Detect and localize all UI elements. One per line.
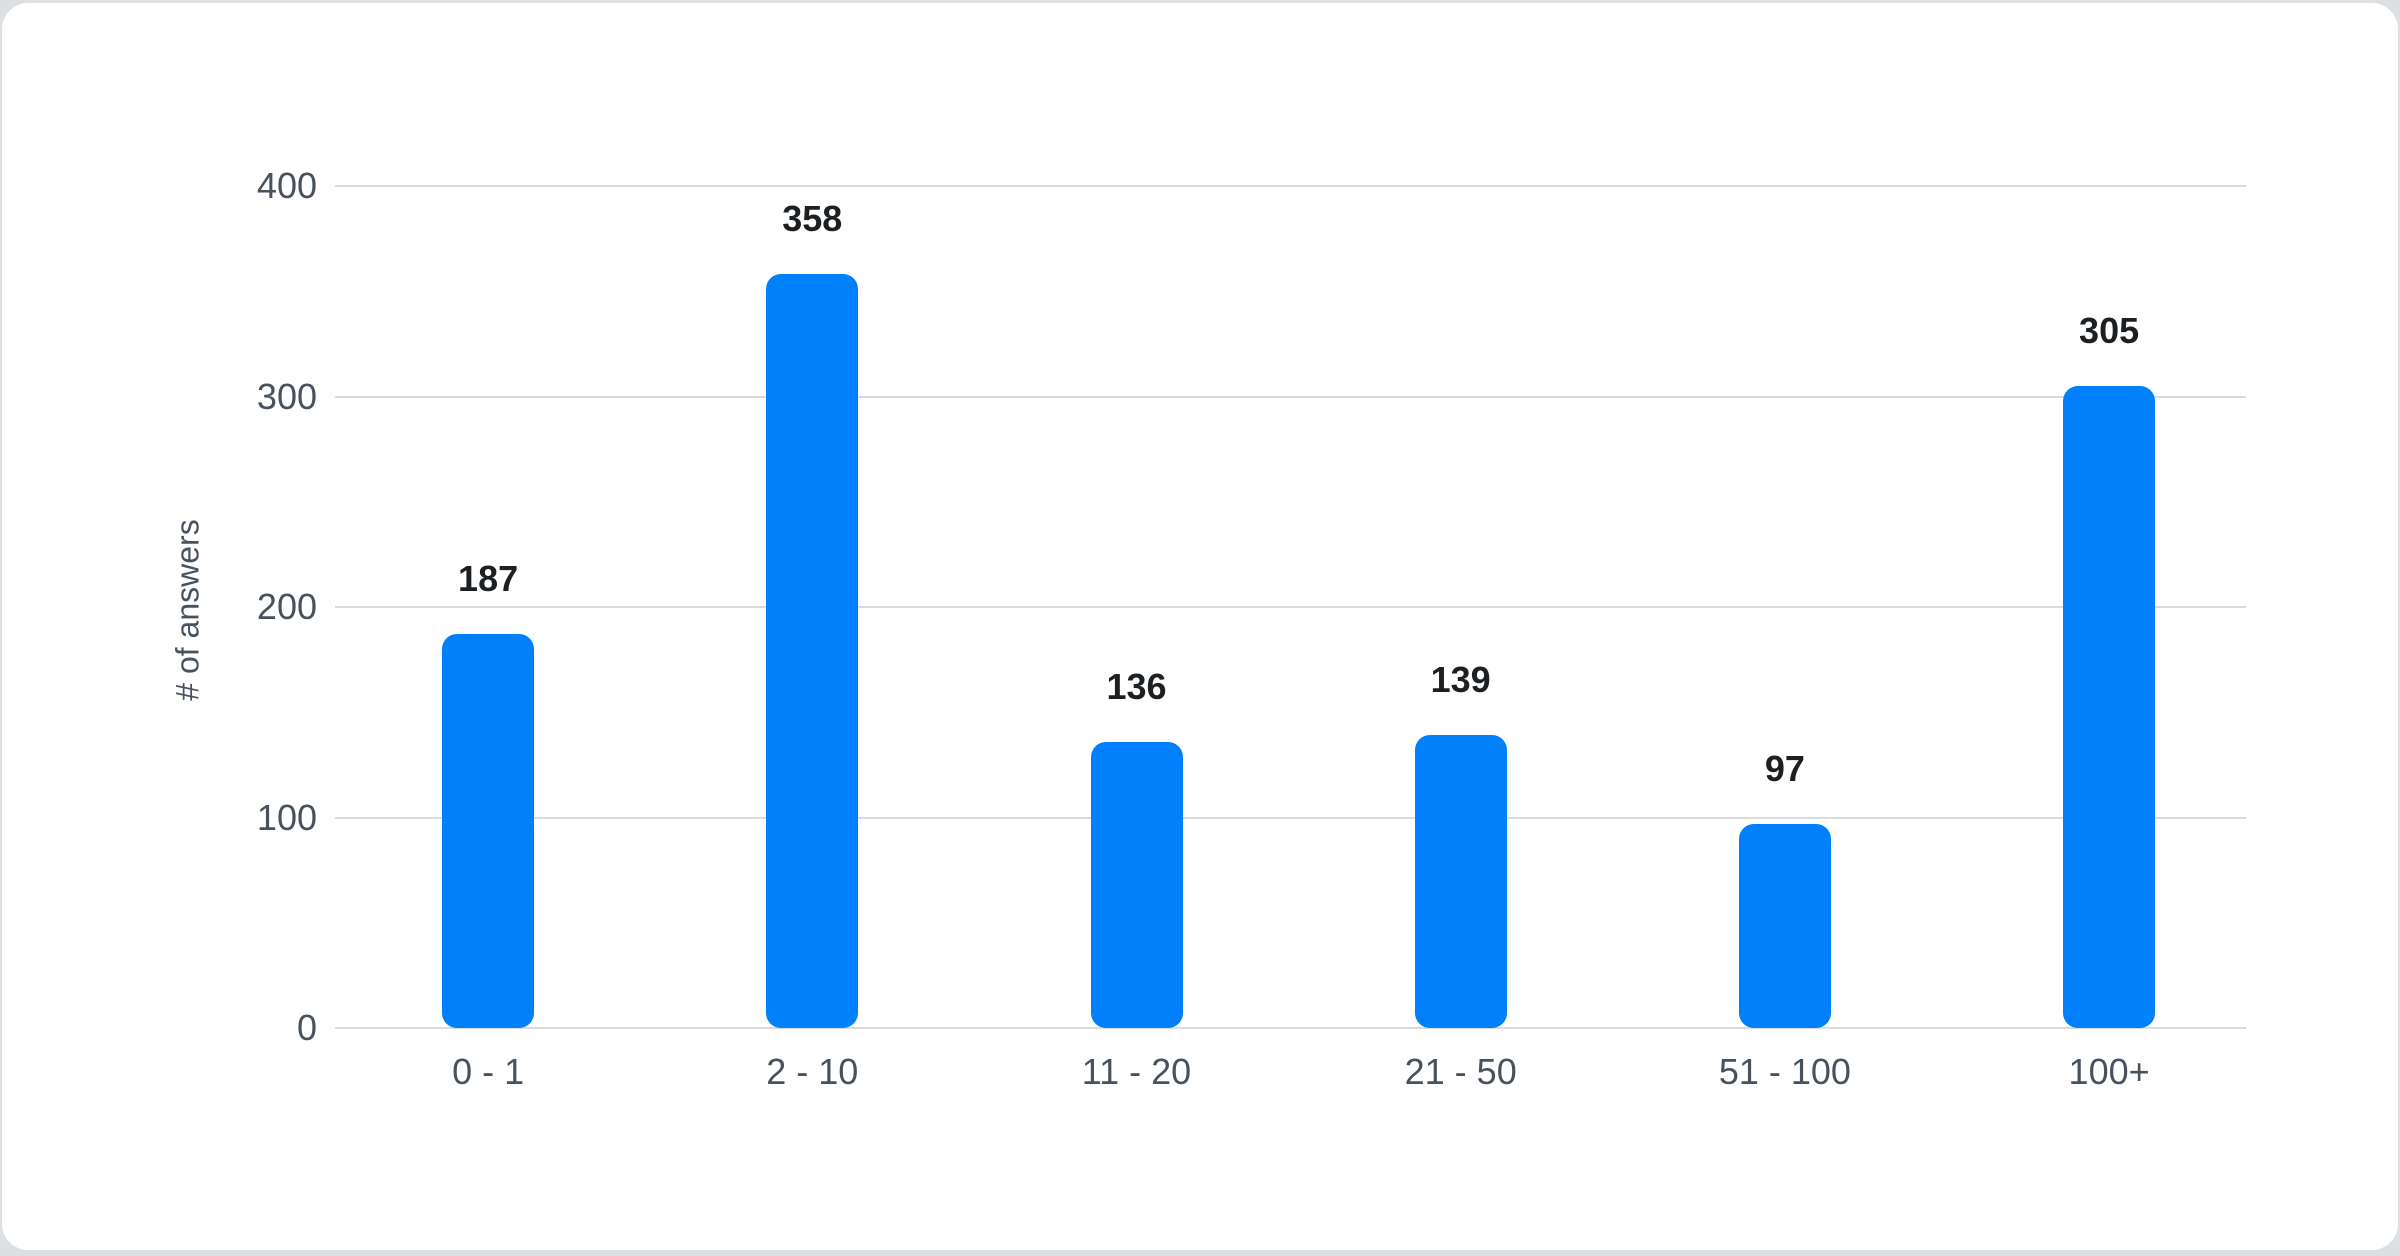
y-tick-label-100: 100: [256, 796, 317, 838]
bar-value-label-2-10: 358: [782, 198, 843, 240]
bar-51-100[interactable]: [1738, 823, 1831, 1028]
x-axis-label-0-1: 0 - 1: [452, 1051, 525, 1092]
bar-0-1[interactable]: [442, 634, 535, 1028]
bar-value-label-51-100: 97: [1764, 747, 1805, 789]
x-axis-label-100+: 100+: [2068, 1051, 2150, 1092]
bar-chart: # of answers 0 100 200 300 400 187 0 - 1 358 2 -…: [2, 3, 2398, 1250]
gridline-y-100: [335, 816, 2246, 819]
bar-value-label-11-20: 136: [1106, 665, 1167, 707]
y-tick-label-200: 200: [256, 586, 317, 627]
gridline-y-200: [335, 606, 2246, 608]
bar-21-50[interactable]: [1414, 735, 1507, 1028]
x-axis-label-11-20: 11 - 20: [1081, 1051, 1192, 1092]
bar-value-label-21-50: 139: [1430, 659, 1491, 701]
bar-value-label-0-1: 187: [458, 558, 519, 600]
bar-2-10[interactable]: [766, 274, 859, 1028]
x-axis-label-2-10: 2 - 10: [766, 1051, 859, 1092]
bar-11-20[interactable]: [1090, 741, 1183, 1028]
chart-card: # of answers 0 100 200 300 400 187 0 - 1 358 2 -…: [2, 3, 2398, 1250]
gridline-y-300: [335, 395, 2246, 398]
y-tick-label-300: 300: [256, 375, 317, 417]
y-tick-label-400: 400: [256, 165, 317, 206]
gridline-y-0: [335, 1027, 2246, 1029]
x-axis-label-21-50: 21 - 50: [1404, 1051, 1517, 1092]
gridline-y-400: [335, 185, 2246, 187]
x-axis-label-51-100: 51 - 100: [1718, 1051, 1851, 1092]
y-tick-label-0: 0: [296, 1007, 317, 1048]
bar-value-label-100+: 305: [2079, 309, 2140, 351]
bar-100+[interactable]: [2063, 385, 2156, 1028]
